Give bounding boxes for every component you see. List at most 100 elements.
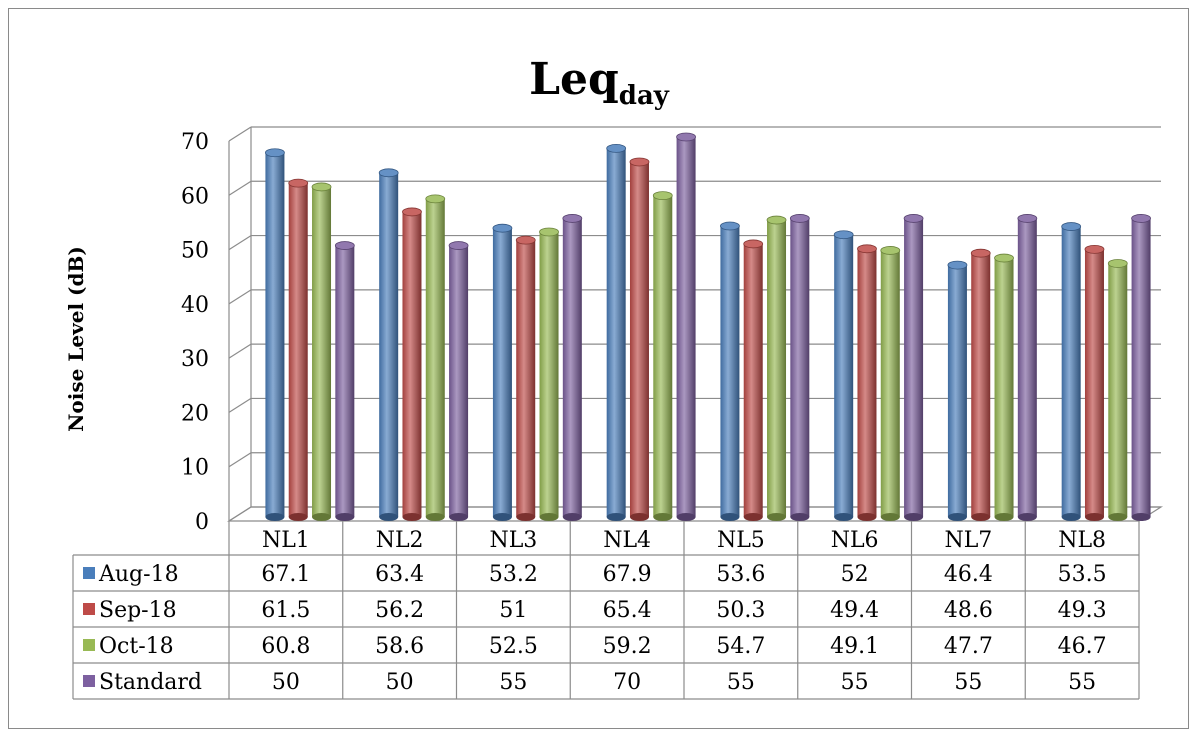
bar-body	[790, 218, 810, 517]
bar-base	[857, 513, 877, 521]
bar-base	[1084, 513, 1104, 521]
data-cell: 50.3	[716, 598, 765, 623]
bar-top	[903, 214, 924, 223]
bar	[676, 132, 696, 521]
bar	[448, 241, 469, 521]
bar	[492, 223, 513, 521]
bar-top	[676, 132, 696, 142]
data-cell: 48.6	[944, 598, 993, 623]
data-cell: 50	[386, 670, 414, 695]
bar-base	[1061, 513, 1081, 521]
data-cell: 53.5	[1058, 562, 1107, 587]
y-axis: 0 10 20 30 40 50 60 70	[181, 130, 209, 535]
bar-top	[789, 214, 810, 223]
bar-base	[335, 513, 355, 521]
bar-base	[790, 513, 810, 521]
bar	[265, 148, 285, 521]
bar	[606, 143, 627, 521]
data-cell: 46.4	[944, 562, 993, 587]
data-cell: 59.2	[603, 634, 652, 659]
bar-body	[904, 218, 924, 517]
bar-body	[1084, 249, 1104, 517]
data-cell: 58.6	[375, 634, 424, 659]
data-cell: 46.7	[1058, 634, 1107, 659]
bar-top	[448, 241, 469, 250]
gridline-side	[228, 343, 252, 359]
bar	[1084, 244, 1105, 521]
bar-top	[265, 148, 285, 158]
bar	[652, 191, 673, 521]
bar-base	[1131, 513, 1151, 521]
data-cell: 67.1	[261, 562, 310, 587]
y-tick-label: 50	[181, 239, 209, 264]
bar-top	[629, 157, 650, 167]
bar-base	[449, 513, 469, 521]
bar-base	[767, 513, 787, 521]
legend-entry: Aug-18	[98, 562, 179, 587]
data-cell: 55	[1068, 670, 1096, 695]
bar-body	[629, 161, 649, 517]
data-cell: 47.7	[944, 634, 993, 659]
bar-top	[766, 215, 787, 225]
bar-top	[994, 253, 1014, 263]
bar	[334, 241, 355, 521]
bar	[1061, 222, 1082, 521]
bar	[1017, 214, 1038, 521]
bar	[311, 182, 332, 521]
data-cell: 50	[272, 670, 300, 695]
data-cell: 70	[613, 670, 641, 695]
bar	[789, 214, 810, 521]
y-tick-label: 30	[181, 347, 209, 372]
bar-body	[1108, 263, 1128, 517]
bar-top	[378, 168, 399, 178]
table-row: Aug-18 67.1 63.4 53.2 67.9 53.6 52 46.4 53.5	[83, 562, 1107, 587]
bar	[857, 244, 877, 521]
bar-body	[516, 240, 536, 517]
bar-top	[652, 191, 673, 201]
bar	[629, 157, 650, 521]
bar	[903, 214, 924, 521]
bar-top	[1017, 214, 1038, 223]
bar-top	[402, 207, 422, 217]
bar-body	[449, 245, 469, 518]
bar-base	[516, 513, 536, 521]
bar-base	[994, 513, 1014, 521]
bar-top	[288, 178, 309, 188]
bar-top	[492, 223, 513, 233]
bar	[833, 230, 854, 521]
data-cell: 51	[499, 598, 527, 623]
bar-top	[606, 143, 627, 153]
data-cell: 56.2	[375, 598, 424, 623]
bar	[562, 214, 583, 521]
y-tick-label: 70	[181, 130, 209, 155]
category-label: NL3	[489, 528, 537, 553]
bar-top	[833, 230, 854, 240]
bar-body	[857, 248, 877, 518]
bar-base	[379, 513, 399, 521]
bar-body	[1131, 218, 1151, 517]
bar	[947, 260, 968, 521]
bar-body	[562, 218, 582, 517]
bar	[378, 168, 399, 521]
data-cell: 52	[841, 562, 869, 587]
data-cell: 55	[954, 670, 982, 695]
data-cell: 54.7	[716, 634, 765, 659]
bar-base	[880, 513, 900, 521]
bar-top	[425, 194, 446, 204]
gridline-side	[228, 235, 252, 251]
data-cell: 49.1	[830, 634, 879, 659]
y-tick-label: 40	[181, 293, 209, 318]
data-cell: 60.8	[261, 634, 310, 659]
category-label: NL1	[262, 528, 310, 553]
gridline-side	[228, 126, 252, 142]
bar	[766, 215, 787, 521]
table-row: Standard 50 50 55 70 55 55 55 55	[83, 670, 1096, 695]
bar-body	[539, 232, 559, 517]
bar-base	[539, 513, 559, 521]
category-label: NL5	[717, 528, 765, 553]
bar-base	[425, 513, 445, 521]
bar-base	[743, 513, 763, 521]
gridline-side	[228, 452, 252, 468]
category-label: NL4	[603, 528, 651, 553]
